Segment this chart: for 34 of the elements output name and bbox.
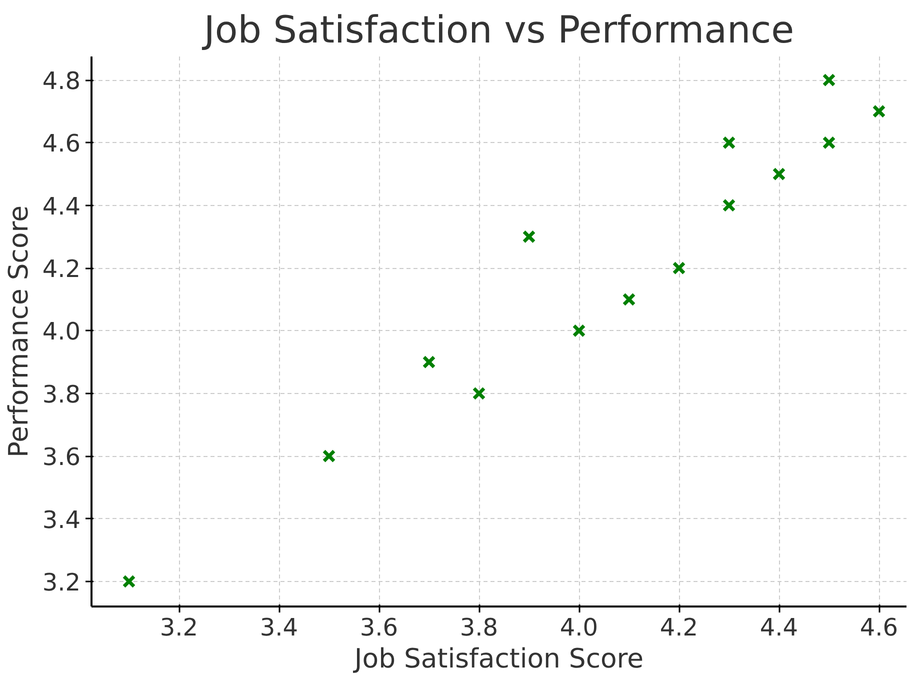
point [722, 136, 736, 150]
x-tick-label: 4.6 [860, 614, 898, 642]
point [872, 104, 886, 118]
point [322, 449, 336, 463]
x-tick-label: 3.4 [260, 614, 298, 642]
x-tick-label: 3.8 [460, 614, 498, 642]
y-tick-label: 4.8 [42, 67, 81, 96]
x-tick-label: 4.4 [760, 614, 798, 642]
y-axis-title: Performance Score [3, 205, 34, 458]
point [822, 73, 836, 87]
y-tick-label: 3.2 [42, 568, 81, 596]
point [422, 355, 436, 369]
point [572, 324, 586, 338]
y-tick-label: 3.4 [42, 506, 81, 534]
x-tick-label: 3.2 [160, 614, 198, 642]
point [522, 230, 536, 244]
point [822, 136, 836, 150]
point [772, 167, 786, 181]
y-tick-label: 4.6 [42, 130, 81, 158]
y-tick-label: 4.2 [42, 255, 81, 284]
y-tick-label: 4.0 [42, 318, 81, 346]
x-tick-label: 3.6 [360, 614, 398, 642]
y-tick-label: 4.4 [42, 192, 81, 220]
y-tick-label: 3.8 [42, 380, 81, 408]
chart-title: Job Satisfaction vs Performance [202, 8, 794, 52]
point [472, 386, 486, 400]
y-tick-label: 3.6 [42, 443, 81, 472]
point [722, 198, 736, 212]
point [672, 261, 686, 275]
point [622, 292, 636, 306]
point [122, 574, 136, 588]
x-tick-label: 4.0 [560, 614, 598, 642]
x-axis-title: Job Satisfaction Score [352, 644, 644, 674]
x-tick-label: 4.2 [660, 614, 698, 642]
